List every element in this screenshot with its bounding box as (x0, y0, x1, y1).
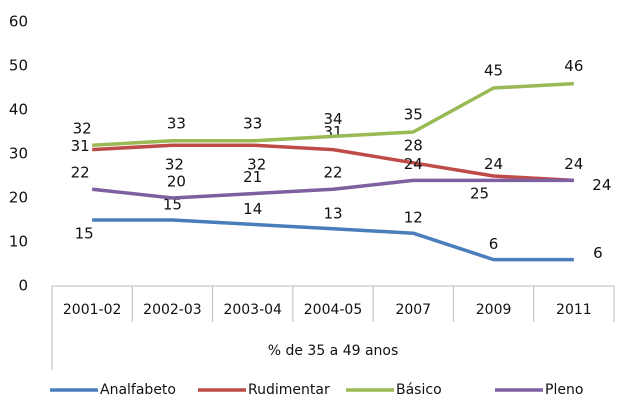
series-line (92, 143, 574, 183)
data-label: 15 (75, 225, 94, 243)
data-label: 32 (73, 120, 92, 138)
data-label: 13 (323, 204, 342, 222)
data-label: 15 (163, 196, 182, 214)
data-label: 12 (404, 209, 423, 227)
data-label: 6 (593, 244, 603, 262)
x-tick-label: 2003-04 (223, 302, 282, 318)
data-label: 20 (167, 173, 186, 191)
series-line (92, 218, 574, 262)
series-line (92, 81, 574, 147)
data-label: 34 (323, 110, 342, 128)
x-tick-label: 2001-02 (63, 302, 122, 318)
data-label: 32 (247, 156, 266, 174)
y-tick-label: 0 (18, 277, 28, 295)
series-line (91, 178, 574, 200)
data-label: 24 (404, 155, 423, 173)
data-label: 35 (404, 106, 423, 124)
data-label: 46 (564, 57, 583, 75)
data-label: 25 (470, 185, 489, 203)
data-label: 22 (71, 164, 90, 182)
data-label: 14 (243, 200, 262, 218)
y-tick-label: 10 (9, 233, 28, 251)
x-axis-label: % de 35 a 49 anos (268, 343, 399, 359)
legend-label: Analfabeto (100, 382, 176, 398)
legend-label: Rudimentar (248, 382, 330, 398)
data-label: 33 (167, 114, 186, 132)
data-label: 31 (71, 137, 90, 155)
y-tick-label: 60 (9, 13, 28, 31)
y-tick-label: 30 (9, 145, 28, 163)
legend-label: Pleno (545, 382, 583, 398)
data-label: 6 (489, 235, 499, 253)
data-label: 22 (323, 164, 342, 182)
x-tick-label: 2004-05 (304, 302, 363, 318)
legend-label: Básico (396, 382, 442, 398)
x-tick-label: 2009 (476, 302, 512, 318)
data-label: 28 (404, 136, 423, 154)
data-label: 33 (243, 114, 262, 132)
y-tick-label: 20 (9, 189, 28, 207)
data-label: 32 (165, 156, 184, 174)
y-tick-label: 40 (9, 101, 28, 119)
data-label: 24 (484, 155, 503, 173)
data-label: 21 (243, 168, 262, 186)
y-tick-label: 50 (9, 57, 28, 75)
x-tick-label: 2002-03 (143, 302, 202, 318)
data-label: 24 (592, 176, 611, 194)
x-tick-label: 2011 (556, 302, 592, 318)
x-tick-label: 2007 (395, 302, 431, 318)
data-label: 24 (564, 155, 583, 173)
data-label: 45 (484, 62, 503, 80)
